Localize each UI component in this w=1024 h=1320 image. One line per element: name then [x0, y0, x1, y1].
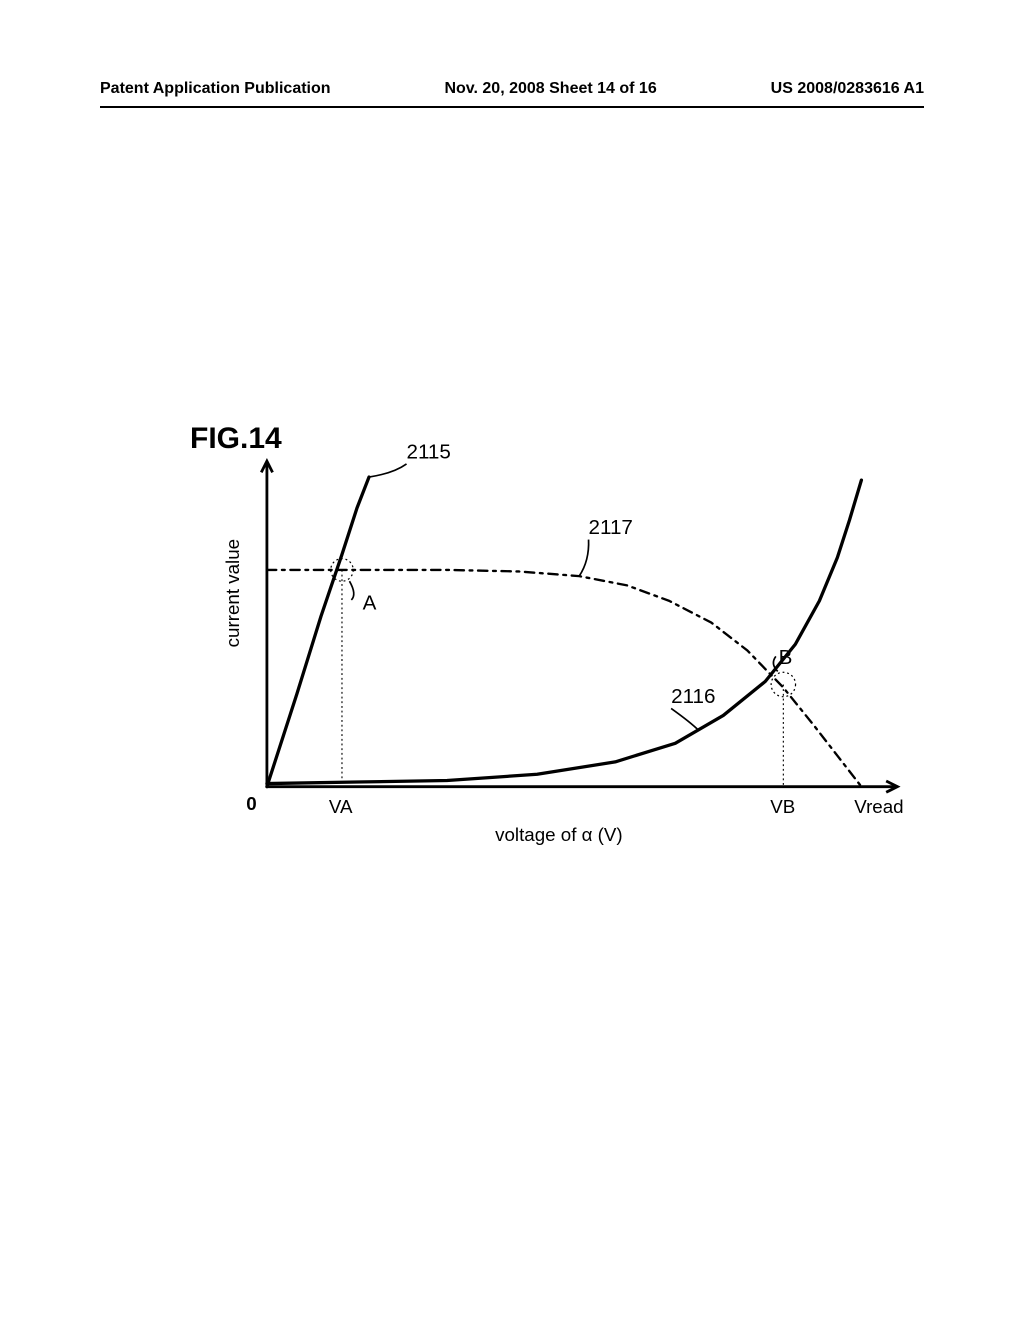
intersection-label-A: A — [363, 591, 377, 614]
series-label-2116: 2116 — [671, 685, 715, 708]
figure-title: FIG.14 — [190, 422, 282, 456]
xtick-VB: VB — [770, 796, 795, 817]
x-axis-label: voltage of α (V) — [495, 824, 623, 845]
y-axis-label: current value — [222, 539, 243, 647]
header-right: US 2008/0283616 A1 — [771, 80, 924, 98]
chart-area: AB2115211721160VAVBVreadcurrent valuevol… — [220, 455, 860, 785]
header-center: Nov. 20, 2008 Sheet 14 of 16 — [444, 80, 656, 98]
page: Patent Application Publication Nov. 20, … — [0, 0, 1024, 1320]
series-2117 — [267, 570, 861, 787]
series-2115 — [267, 477, 369, 787]
header-rule — [100, 106, 924, 108]
series-2116 — [267, 480, 861, 783]
origin-label: 0 — [246, 793, 256, 814]
page-header: Patent Application Publication Nov. 20, … — [100, 80, 924, 98]
intersection-label-B: B — [779, 646, 793, 669]
xtick-Vread: Vread — [854, 796, 903, 817]
chart-svg: AB2115211721160VAVBVreadcurrent valuevol… — [220, 455, 980, 865]
xtick-VA: VA — [329, 796, 353, 817]
series-label-2117: 2117 — [589, 516, 633, 539]
series-label-2115: 2115 — [407, 440, 451, 463]
header-left: Patent Application Publication — [100, 80, 331, 98]
